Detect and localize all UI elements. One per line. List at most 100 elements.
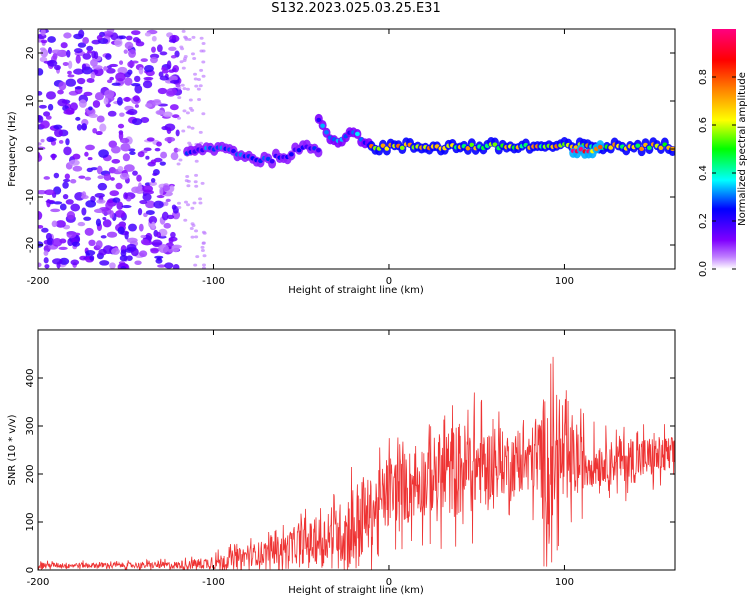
spectrogram-cell (78, 99, 87, 108)
spectrogram-cell (169, 185, 175, 192)
spectrogram-cell (47, 103, 54, 111)
spectrogram-cell (177, 205, 182, 209)
spectrogram-cell (85, 200, 97, 208)
spectrogram-cell (145, 103, 153, 108)
spectrogram-cell (58, 81, 67, 91)
spectrogram-cell (89, 255, 95, 261)
spectrogram-cell (52, 258, 63, 265)
spectrogram-cell (82, 37, 90, 45)
spectrogram-cell (93, 67, 104, 77)
spectrogram-cell (106, 65, 112, 69)
spectrogram-cell (140, 238, 150, 245)
spectrogram-cell (164, 136, 176, 143)
spectrogram-cell (84, 176, 92, 181)
spectrogram-cell (177, 96, 182, 100)
spectrogram-cell (103, 173, 112, 181)
spectrogram-cell (159, 51, 168, 56)
spectrogram-cell (38, 142, 42, 146)
spectrogram-cell (47, 36, 56, 43)
spectrogram-cell (164, 201, 169, 207)
spectrogram-cell (134, 75, 141, 83)
spectrogram-cell (171, 244, 180, 253)
spectrogram-cell (119, 254, 128, 262)
spectrogram-cell (193, 263, 198, 267)
spectrogram-blobs (38, 29, 675, 269)
spectrogram-cell (40, 29, 46, 36)
spectrogram-cell (73, 68, 84, 75)
spectrogram-cell (164, 262, 174, 269)
spectrogram-cell (160, 151, 168, 159)
colorbar-tick-label: 0.8 (698, 69, 709, 85)
spectrogram-cell (151, 46, 156, 53)
spectrogram-cell (124, 41, 134, 50)
spectrogram-cell (81, 123, 88, 131)
spectrogram-cell (122, 153, 131, 162)
spectrogram-cell (137, 151, 145, 158)
spectrogram-cell (316, 148, 321, 153)
snr-axes: -200 -100 0 100 0 100 200 300 400 (25, 330, 675, 588)
spectrogram-cell (38, 262, 42, 268)
spectrogram-cell (43, 250, 49, 256)
spectrogram-cell (316, 117, 322, 123)
spectrogram-cell (38, 241, 44, 248)
spectrogram-cell (53, 64, 61, 71)
spectrogram-cell (119, 172, 130, 180)
snr-xtick-label: -100 (202, 577, 225, 588)
spectrogram-cell (120, 266, 127, 269)
spectrogram-cell (73, 48, 83, 54)
spectrogram-cell (123, 49, 128, 54)
spectrogram-cell (181, 129, 186, 133)
spectrogram-cell (198, 201, 203, 205)
spectrogram-cell (187, 141, 192, 145)
spectrogram-cell (107, 110, 117, 117)
spectrogram-cell (137, 182, 142, 191)
spectrogram-cell (182, 109, 187, 113)
spectrogram-cell (158, 71, 164, 78)
spectrogram-cell (156, 256, 162, 261)
spectrogram-cell (639, 146, 645, 152)
spectrogram-cell (39, 47, 46, 51)
spectrogram-cell (65, 78, 77, 87)
spectrogram-cell (70, 203, 81, 212)
spectrogram-cell (63, 32, 72, 39)
spectrogram-cell (608, 145, 614, 150)
spectrogram-cell (134, 104, 139, 108)
spectrogram-cell (66, 211, 76, 220)
spectrogram-cell (119, 112, 125, 117)
spectrogram-cell (47, 47, 53, 54)
spectrogram-cell (116, 96, 123, 106)
spectrogram-cell (162, 185, 170, 192)
spectrogram-cell (131, 30, 141, 36)
spectrogram-cell (99, 260, 110, 266)
spectrogram-cell (81, 191, 87, 199)
spectrogram-cell (91, 50, 97, 59)
spectrogram-cell (201, 263, 206, 267)
spectrogram-cell (150, 159, 157, 165)
spectrogram-cell (49, 137, 57, 142)
spectrogram-cell (105, 53, 112, 60)
spectrogram-cell (54, 128, 63, 138)
spectrogram-cell (192, 56, 197, 60)
spectrogram-cell (43, 111, 51, 117)
colorbar-tick-label: 0.4 (698, 165, 709, 181)
spectrogram-cell (183, 56, 188, 60)
spectrogram-cell (150, 177, 156, 183)
spectrogram-cell (53, 201, 63, 205)
spectrogram-cell (354, 131, 360, 137)
spectrogram-cell (84, 227, 94, 236)
spectrogram-cell (100, 235, 107, 239)
spectrogram-cell (115, 72, 126, 82)
spectrogram-cell (492, 142, 498, 147)
spectrogram-xtick-label: -200 (27, 276, 50, 287)
spectrogram-cell (81, 207, 87, 216)
spectrogram-cell (117, 226, 125, 235)
snr-ytick-label: 400 (25, 368, 36, 387)
spectrogram-cell (53, 124, 63, 130)
spectrogram-cell (149, 181, 157, 186)
spectrogram-cell (399, 145, 405, 151)
spectrogram-cell (163, 111, 173, 118)
spectrogram-cell (45, 91, 57, 100)
spectrogram-cell (158, 244, 169, 253)
spectrogram-cell (193, 72, 198, 76)
